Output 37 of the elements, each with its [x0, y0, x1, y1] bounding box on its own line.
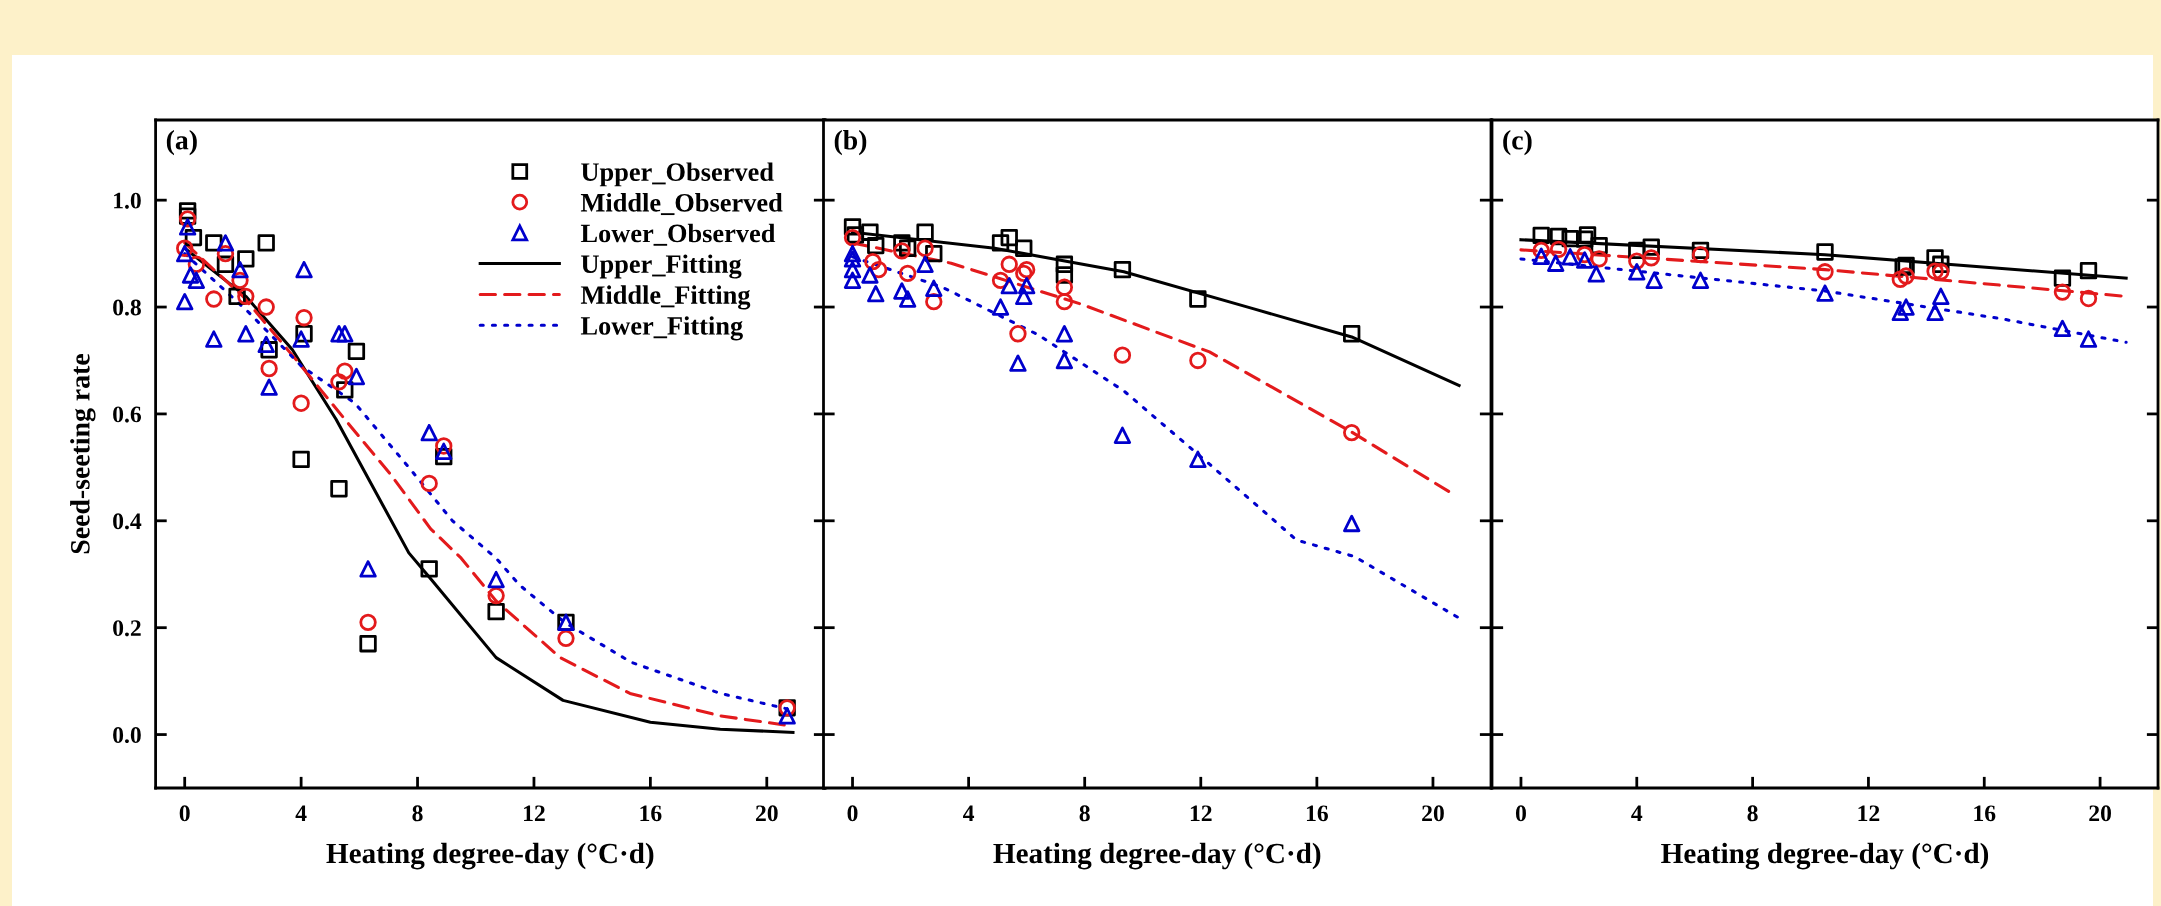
y-tick-label: 1.0	[114, 192, 141, 209]
legend-label: Middle_Fitting	[580, 285, 751, 310]
x-tick-label: 12	[1858, 805, 1880, 822]
x-tick-label: 8	[1747, 805, 1758, 822]
y-tick-label: 0.4	[113, 513, 142, 530]
x-axis-title: Heating degree-day (°C·d)	[993, 842, 1321, 870]
x-tick-label: 0	[1515, 805, 1526, 822]
x-tick-label: 4	[295, 805, 307, 822]
x-tick-label: 0	[179, 805, 190, 822]
x-tick-label: 16	[1306, 805, 1328, 822]
legend-label: Upper_Fitting	[581, 254, 742, 279]
x-axis-title: Heating degree-day (°C·d)	[1661, 842, 1989, 870]
x-tick-label: 0	[847, 805, 858, 822]
y-tick-label: 0.0	[113, 727, 141, 744]
x-tick-label: 20	[1422, 805, 1444, 822]
annotation: (a)	[166, 130, 197, 156]
x-tick-label: 16	[640, 805, 662, 822]
x-tick-label: 20	[755, 805, 778, 822]
x-tick-label: 8	[1079, 805, 1090, 822]
y-tick-label: 0.2	[113, 620, 141, 637]
x-tick-label: 12	[524, 805, 545, 822]
x-tick-label: 8	[412, 805, 423, 822]
x-tick-label: 4	[1631, 805, 1643, 822]
x-tick-label: 12	[1190, 805, 1212, 822]
legend-label: Lower_Observed	[580, 223, 776, 246]
annotation: (b)	[834, 130, 867, 156]
y-tick-label: 0.8	[113, 299, 141, 316]
x-tick-label: 20	[2089, 805, 2111, 822]
x-tick-label: 16	[1974, 805, 1996, 822]
x-tick-label: 4	[963, 805, 975, 822]
legend-label: Lower_Fitting	[580, 316, 743, 341]
annotation: (c)	[1503, 130, 1532, 156]
x-axis-title: Heating degree-day (°C·d)	[326, 842, 654, 870]
legend-label: Middle_Observed	[580, 193, 783, 216]
legend-label: Upper_Observed	[581, 162, 774, 187]
y-tick-label: 0.6	[113, 406, 142, 423]
y-axis-title: Seed-seeting rate	[70, 354, 96, 554]
